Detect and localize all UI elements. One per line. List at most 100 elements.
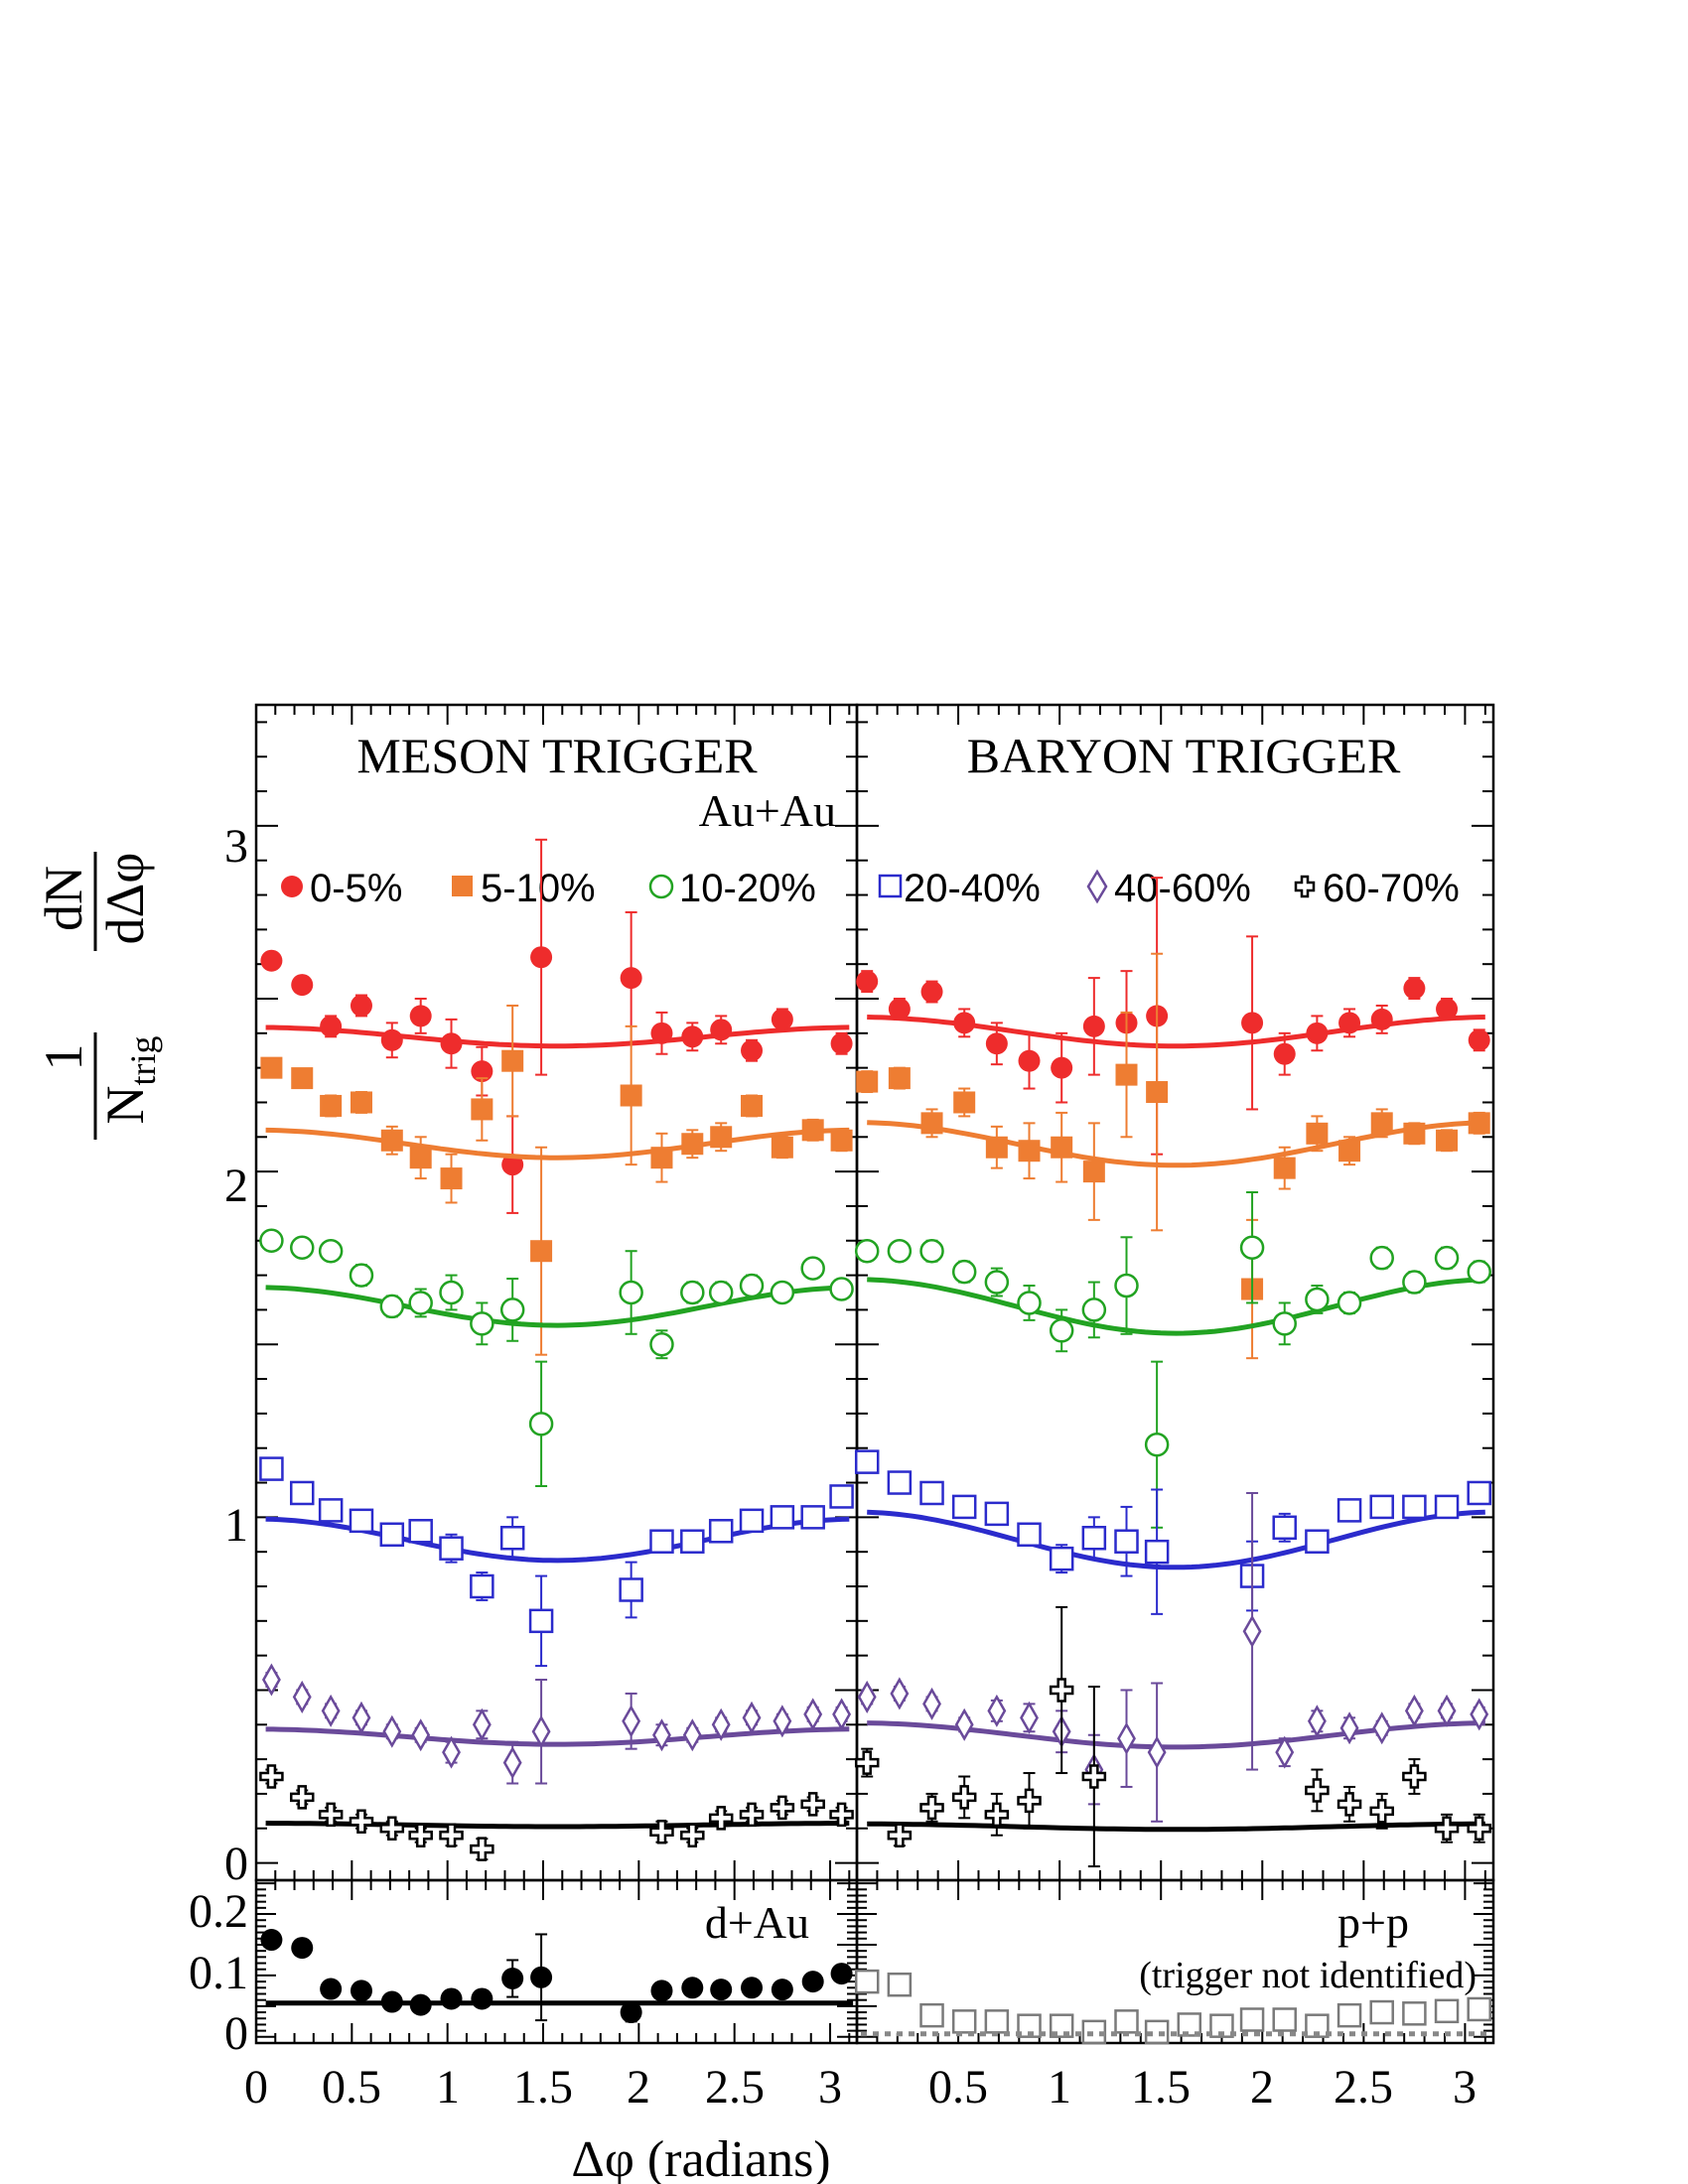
data-point-5-10- xyxy=(409,1147,432,1169)
small-y-tick-label: 0 xyxy=(224,2007,248,2060)
data-point-5-10- xyxy=(1306,1122,1329,1145)
data-point-d-au xyxy=(530,1966,553,1988)
data-point-10-20- xyxy=(680,1280,705,1305)
y-label-denominator-2: dΔφ xyxy=(95,853,155,945)
x-tick-label: 0.5 xyxy=(928,2061,988,2114)
data-point-20-40- xyxy=(379,1522,405,1548)
data-point-5-10- xyxy=(1273,1157,1296,1179)
data-point-d-au xyxy=(801,1971,824,1993)
data-point-60-70- xyxy=(649,1820,674,1844)
data-point-40-60- xyxy=(682,1718,702,1752)
data-point-d-au xyxy=(471,1987,493,2010)
data-point-5-10- xyxy=(953,1091,976,1114)
data-point-5-10- xyxy=(1468,1112,1490,1135)
x-tick-labels-right: 0.5 1 1.5 2 2.5 3 xyxy=(928,2061,1477,2114)
data-point-20-40- xyxy=(680,1529,705,1554)
data-point-40-60- xyxy=(1470,1698,1489,1731)
data-point-5-10- xyxy=(1436,1129,1459,1152)
data-point-60-70- xyxy=(854,1750,880,1775)
data-point-5-10- xyxy=(1115,1063,1138,1086)
main-y-tick-label: 3 xyxy=(224,820,248,873)
main-y-tick-label: 2 xyxy=(224,1160,248,1212)
data-point-p-p xyxy=(984,2009,1010,2034)
dau-label: d+Au xyxy=(705,1897,809,1948)
data-point-20-40- xyxy=(649,1529,674,1554)
data-point-40-60- xyxy=(773,1705,792,1738)
data-point-40-60- xyxy=(890,1677,910,1710)
data-point-p-p xyxy=(951,2009,977,2034)
x-tick-label: 2.5 xyxy=(1334,2061,1393,2114)
data-point-20-40- xyxy=(1049,1546,1074,1571)
data-point-0-5- xyxy=(856,970,879,993)
data-point-40-60- xyxy=(954,1707,974,1741)
legend-entry-10-20: 10-20% xyxy=(648,867,816,910)
data-point-20-40- xyxy=(887,1470,913,1495)
data-point-0-5- xyxy=(1082,1015,1105,1037)
data-point-10-20- xyxy=(1336,1291,1362,1315)
data-point-0-5- xyxy=(409,1005,432,1027)
data-point-d-au xyxy=(741,1977,764,1999)
data-point-20-40- xyxy=(528,1608,554,1634)
plot-layer xyxy=(259,838,1491,2045)
data-point-60-70- xyxy=(739,1802,765,1828)
data-point-0-5- xyxy=(1468,1028,1490,1051)
data-point-p-p xyxy=(1049,2013,1074,2038)
data-point-10-20- xyxy=(984,1270,1010,1295)
data-point-p-p xyxy=(1177,2012,1202,2037)
data-point-5-10- xyxy=(1403,1122,1426,1145)
x-tick-label: 1 xyxy=(1048,2061,1071,2114)
y-label-denominator-1: Ntrig xyxy=(95,1036,163,1125)
data-point-5-10- xyxy=(471,1098,493,1121)
main-y-tick-labels: 0 1 2 3 xyxy=(224,820,248,1890)
data-point-60-70- xyxy=(951,1785,977,1810)
data-point-5-10- xyxy=(1082,1160,1105,1183)
data-point-40-60- xyxy=(1307,1705,1327,1738)
data-point-0-5- xyxy=(1403,977,1426,1000)
data-point-10-20- xyxy=(919,1238,944,1264)
data-point-20-40- xyxy=(289,1480,315,1506)
data-point-60-70- xyxy=(318,1802,344,1828)
data-point-p-p xyxy=(1305,2013,1330,2038)
data-point-5-10- xyxy=(741,1094,764,1117)
data-point-d-au xyxy=(650,1979,673,2002)
legend-label: 60-70% xyxy=(1323,867,1460,910)
data-point-0-5- xyxy=(650,1022,673,1044)
auau-label: Au+Au xyxy=(699,785,836,836)
data-point-20-40- xyxy=(1369,1494,1394,1520)
data-point-20-40- xyxy=(1305,1529,1330,1554)
data-point-d-au xyxy=(440,1987,463,2010)
data-point-20-40- xyxy=(619,1577,643,1602)
data-point-60-70- xyxy=(289,1785,315,1810)
data-point-0-5- xyxy=(741,1039,764,1062)
data-point-40-60- xyxy=(321,1694,341,1727)
data-point-10-20- xyxy=(854,1238,880,1264)
data-point-10-20- xyxy=(1017,1291,1042,1315)
data-point-20-40- xyxy=(951,1494,977,1520)
legend-label: 40-60% xyxy=(1114,867,1251,910)
data-point-p-p xyxy=(1144,2019,1170,2045)
data-point-0-5- xyxy=(1018,1049,1041,1072)
data-point-10-20- xyxy=(739,1273,765,1298)
data-point-40-60- xyxy=(531,1714,551,1748)
x-tick-label: 0 xyxy=(244,2061,268,2114)
data-point-d-au xyxy=(291,1937,314,1960)
data-point-40-60- xyxy=(1404,1694,1424,1727)
data-point-10-20- xyxy=(1434,1245,1460,1271)
legend-label: 10-20% xyxy=(679,867,816,910)
data-point-10-20- xyxy=(887,1238,913,1264)
data-point-5-10- xyxy=(1146,1081,1169,1104)
data-point-20-40- xyxy=(739,1508,765,1534)
data-point-60-70- xyxy=(800,1792,825,1817)
data-point-5-10- xyxy=(350,1091,372,1114)
data-point-40-60- xyxy=(987,1694,1007,1727)
data-point-40-60- xyxy=(832,1698,852,1731)
data-point-20-40- xyxy=(1017,1522,1042,1548)
data-point-40-60- xyxy=(622,1705,641,1738)
legend-marker-filled-circle xyxy=(281,876,303,897)
data-point-10-20- xyxy=(708,1280,734,1305)
data-point-10-20- xyxy=(439,1280,464,1305)
fit-curve-10-20- xyxy=(867,1277,1485,1336)
data-point-40-60- xyxy=(922,1687,941,1720)
fit-curve-20-40- xyxy=(867,1509,1485,1570)
legend-entry-20-40: 20-40% xyxy=(878,867,1041,910)
